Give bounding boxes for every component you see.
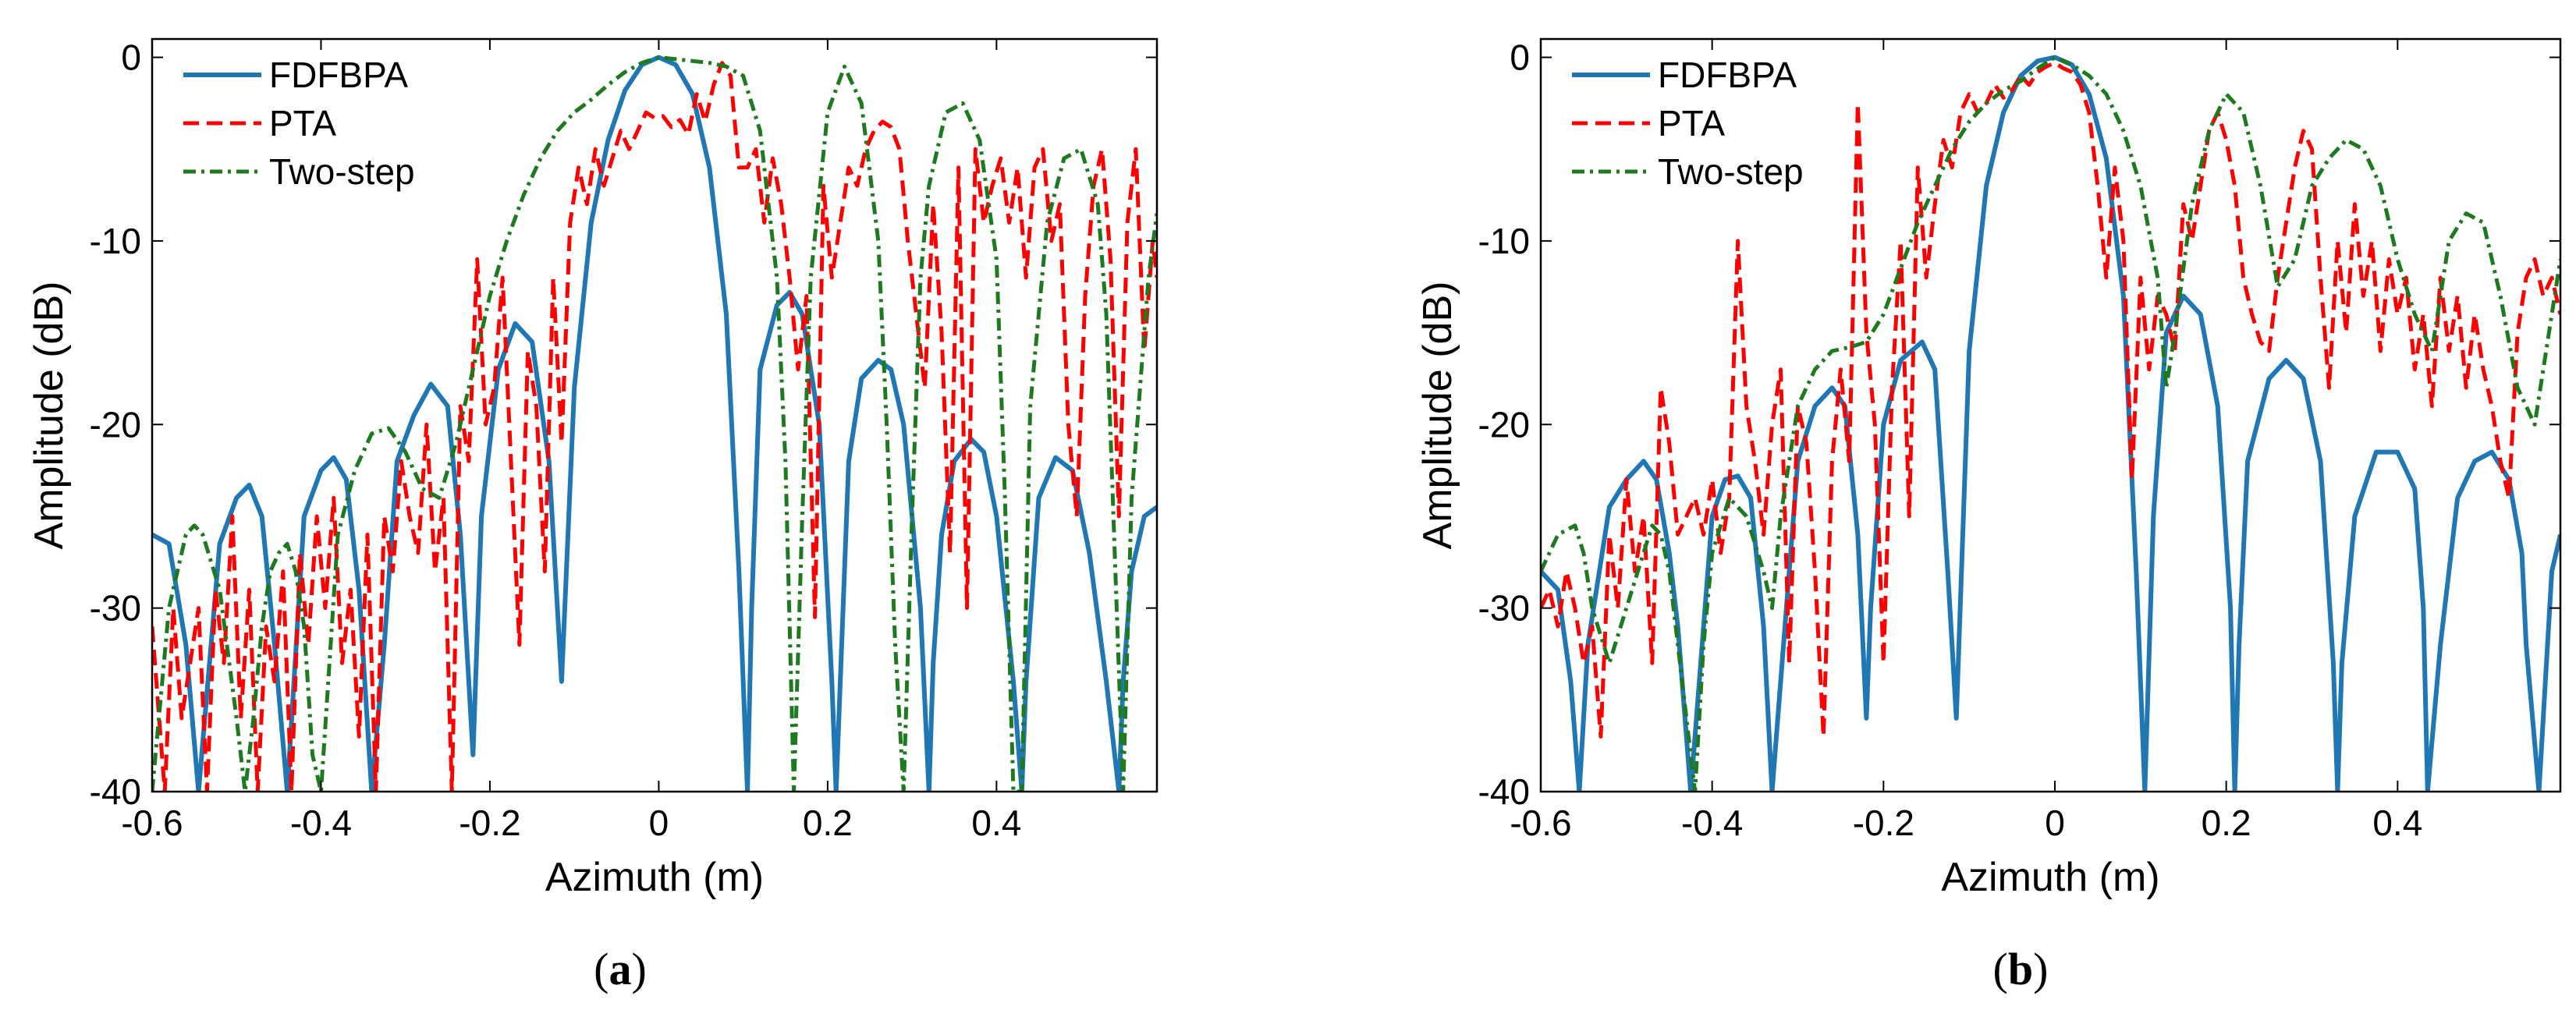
series-group (1541, 55, 2560, 792)
y-tick-label: -20 (90, 404, 141, 445)
legend-label: Two-step (269, 151, 415, 192)
panel-letter: b (2008, 944, 2033, 994)
y-tick-label: -40 (1478, 771, 1530, 812)
series-line-two-step (152, 55, 1157, 792)
x-tick-label: 0.4 (2372, 803, 2422, 843)
y-tick-label: 0 (121, 37, 141, 78)
y-tick-label: -20 (1478, 404, 1530, 445)
y-tick-label: 0 (1510, 37, 1530, 78)
series-line-fdfbpa (152, 55, 1157, 792)
x-tick-label: -0.2 (459, 803, 520, 843)
legend-label: PTA (269, 103, 336, 144)
y-tick-label: -30 (90, 588, 141, 629)
y-tick-label: -30 (1478, 588, 1530, 629)
legend-label: Two-step (1658, 151, 1804, 192)
chart-panel-b: -0.6 -0.4 -0.2 0 0.2 0.4 0 -10 -20 -30 -40 Azimuth … (1415, 37, 2562, 994)
y-tick-label: -10 (90, 221, 141, 261)
series-line-pta (152, 61, 1157, 792)
x-tick-label: 0.2 (2202, 803, 2251, 843)
plot-area (152, 39, 1157, 792)
x-tick-label: -0.6 (121, 803, 183, 843)
x-tick-label: 0.2 (803, 803, 853, 843)
x-tick-label: -0.4 (1681, 803, 1743, 843)
x-tick-label: 0 (649, 803, 669, 843)
y-tick-label: -40 (90, 771, 141, 812)
plot-area (1541, 39, 2560, 792)
series-line-two-step (1541, 55, 2560, 792)
series-group (152, 55, 1157, 792)
y-axis-label: Amplitude (dB) (1415, 282, 1460, 550)
legend: FDFBPA PTA Two-step (1572, 55, 1804, 192)
legend-label: FDFBPA (1658, 55, 1797, 95)
axes-box (151, 37, 1158, 793)
y-tick-label: -10 (1478, 221, 1530, 261)
series-line-pta (1541, 61, 2560, 739)
panel-label: (b) (1993, 944, 2049, 994)
axes-box (1539, 37, 2562, 793)
x-tick-label: -0.4 (290, 803, 352, 843)
x-axis-label: Azimuth (m) (545, 855, 764, 900)
x-axis-label: Azimuth (m) (1941, 855, 2159, 900)
legend-label: PTA (1658, 103, 1725, 144)
panel-label: (a) (594, 944, 647, 994)
y-axis-label: Amplitude (dB) (27, 282, 72, 550)
chart-panel-a: -0.6 -0.4 -0.2 0 0.2 0.4 0 -10 -20 -30 -40 Azimuth … (27, 37, 1158, 994)
legend: FDFBPA PTA Two-step (183, 55, 415, 192)
x-tick-label: -0.6 (1510, 803, 1571, 843)
x-tick-label: 0 (2045, 803, 2065, 843)
panel-letter: a (609, 944, 632, 994)
x-tick-label: 0.4 (971, 803, 1021, 843)
x-tick-label: -0.2 (1853, 803, 1914, 843)
legend-label: FDFBPA (269, 55, 408, 95)
